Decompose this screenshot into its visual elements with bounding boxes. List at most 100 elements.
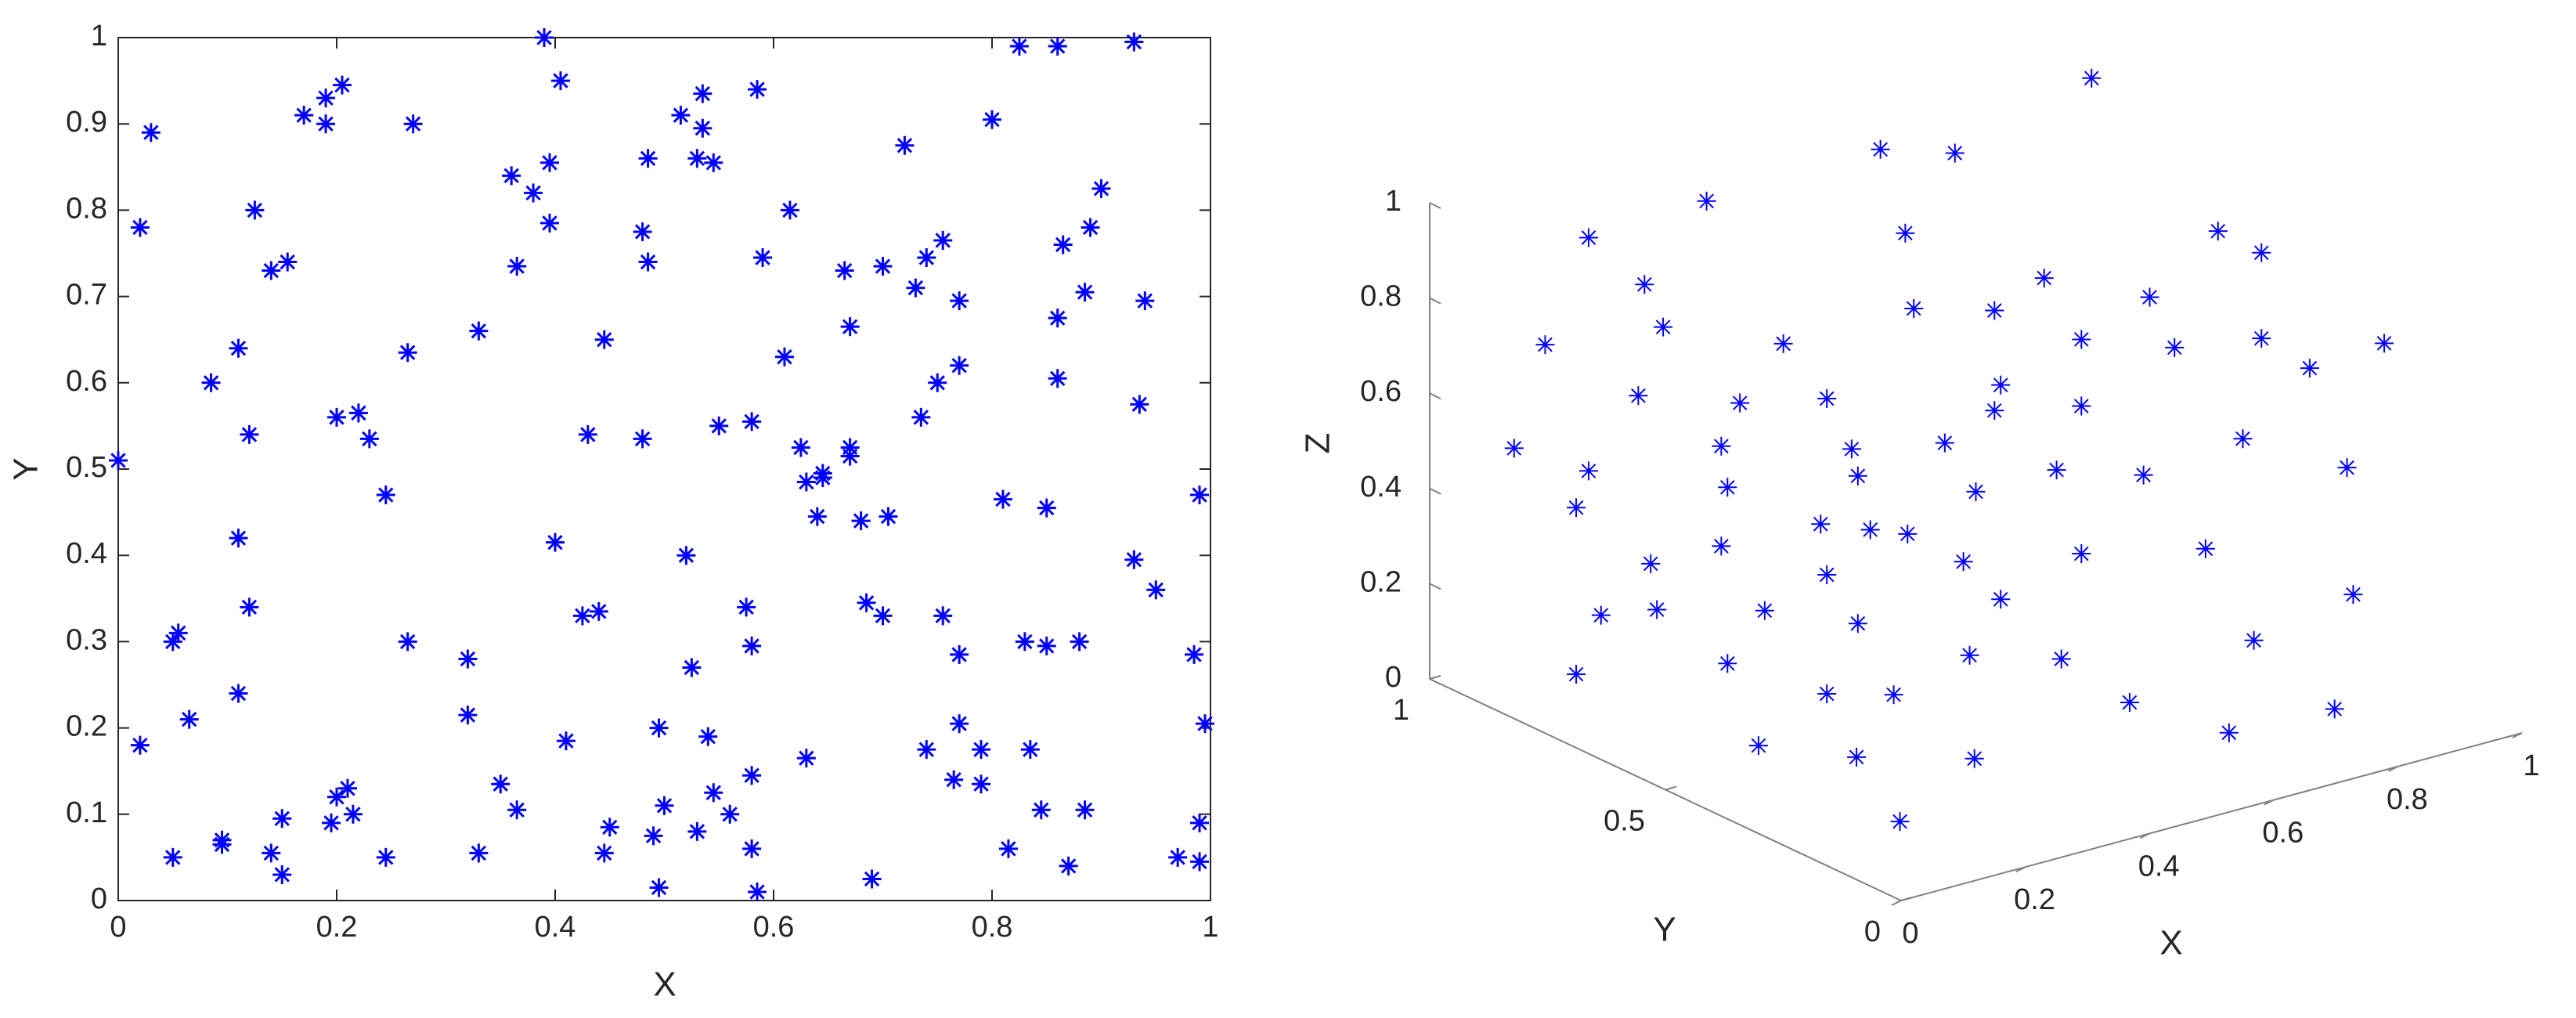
point: [212, 835, 232, 854]
point: [316, 88, 336, 108]
point-3d: [2219, 723, 2239, 742]
point-3d: [2300, 359, 2319, 378]
point-3d: [1935, 433, 1954, 453]
point: [1037, 498, 1056, 518]
point: [649, 878, 669, 897]
point: [693, 84, 713, 103]
point: [589, 601, 608, 621]
z-tick-3d: [1429, 487, 1441, 495]
point: [928, 373, 947, 392]
y-tick-label: 0.7: [66, 279, 107, 312]
point-3d: [1718, 478, 1737, 497]
point: [229, 684, 248, 703]
point-3d: [2140, 287, 2159, 307]
point: [983, 110, 1001, 129]
point: [376, 486, 395, 505]
point: [327, 787, 346, 807]
point: [403, 114, 423, 134]
point: [245, 200, 265, 220]
y-tick-label: 0.4: [66, 537, 107, 570]
point: [1020, 740, 1040, 760]
point: [649, 718, 669, 738]
x-tick-label: 0.6: [753, 911, 795, 944]
point-3d: [1842, 439, 1861, 459]
y-tick-3d: [1665, 785, 1677, 791]
point-3d: [1945, 143, 1964, 163]
point: [594, 330, 614, 349]
point: [1196, 714, 1215, 734]
point: [1015, 632, 1034, 652]
point: [950, 714, 969, 734]
point: [950, 291, 969, 311]
z-tick-label-3d: 0.8: [1360, 280, 1402, 313]
point: [682, 658, 702, 677]
point-3d: [1591, 605, 1611, 625]
point-3d: [1898, 524, 1918, 543]
point: [780, 200, 799, 220]
point: [201, 373, 221, 392]
y-tick-label-3d: 0.5: [1604, 805, 1645, 838]
z-tick-3d: [1429, 202, 1441, 209]
point: [742, 412, 762, 431]
point: [376, 847, 395, 867]
x-tick-label: 0: [110, 911, 126, 944]
point-3d: [2047, 460, 2066, 480]
point: [578, 424, 597, 444]
point: [262, 843, 281, 863]
point: [535, 28, 554, 47]
point: [840, 317, 860, 337]
point: [1168, 847, 1188, 867]
point-3d: [1718, 654, 1737, 673]
point: [550, 71, 570, 91]
point-3d: [2375, 334, 2394, 353]
point: [130, 735, 150, 755]
point: [546, 532, 565, 552]
point: [1037, 636, 1056, 655]
point-3d: [2034, 269, 2054, 288]
point: [141, 123, 161, 143]
y-tick-label: 1: [91, 20, 107, 52]
point: [840, 446, 860, 466]
y-tick-3d: [1900, 897, 1913, 901]
point-3d: [1773, 334, 1793, 353]
point: [469, 843, 489, 863]
point: [1075, 283, 1095, 302]
point: [294, 106, 314, 125]
point-3d: [1960, 645, 1979, 665]
x-tick-label-3d: 0: [1902, 917, 1918, 950]
point: [1190, 852, 1210, 872]
x-tick-label-3d: 0.8: [2387, 783, 2428, 816]
point-3d: [1712, 536, 1731, 556]
x-axis-label-3d: X: [2159, 924, 2182, 962]
point: [911, 407, 931, 427]
z-tick-label-3d: 1: [1385, 185, 1402, 218]
point: [262, 261, 281, 280]
point-3d: [1567, 498, 1586, 518]
y-tick-label: 0.2: [66, 710, 107, 743]
x-tick-label: 1: [1202, 911, 1218, 944]
point: [698, 727, 718, 746]
point-3d: [2072, 396, 2091, 416]
point-3d: [1964, 749, 1984, 768]
point-3d: [2195, 539, 2215, 558]
point-3d: [1535, 335, 1555, 355]
point: [1185, 644, 1204, 664]
point-3d: [2051, 649, 2071, 669]
point: [704, 783, 723, 803]
point: [507, 800, 527, 820]
point-3d: [1985, 301, 2004, 320]
point-3d: [1697, 191, 1716, 211]
x-tick-3d: [2387, 765, 2398, 772]
y-tick-label: 0.8: [66, 192, 107, 225]
point: [316, 114, 336, 134]
point: [693, 118, 713, 138]
x-tick-3d: [1891, 900, 1902, 906]
point: [748, 882, 767, 901]
point: [1135, 291, 1155, 311]
point-3d: [1954, 552, 1973, 572]
point: [229, 529, 248, 548]
point: [179, 709, 199, 729]
point-3d: [2244, 630, 2264, 650]
z-tick-3d: [1429, 583, 1441, 590]
